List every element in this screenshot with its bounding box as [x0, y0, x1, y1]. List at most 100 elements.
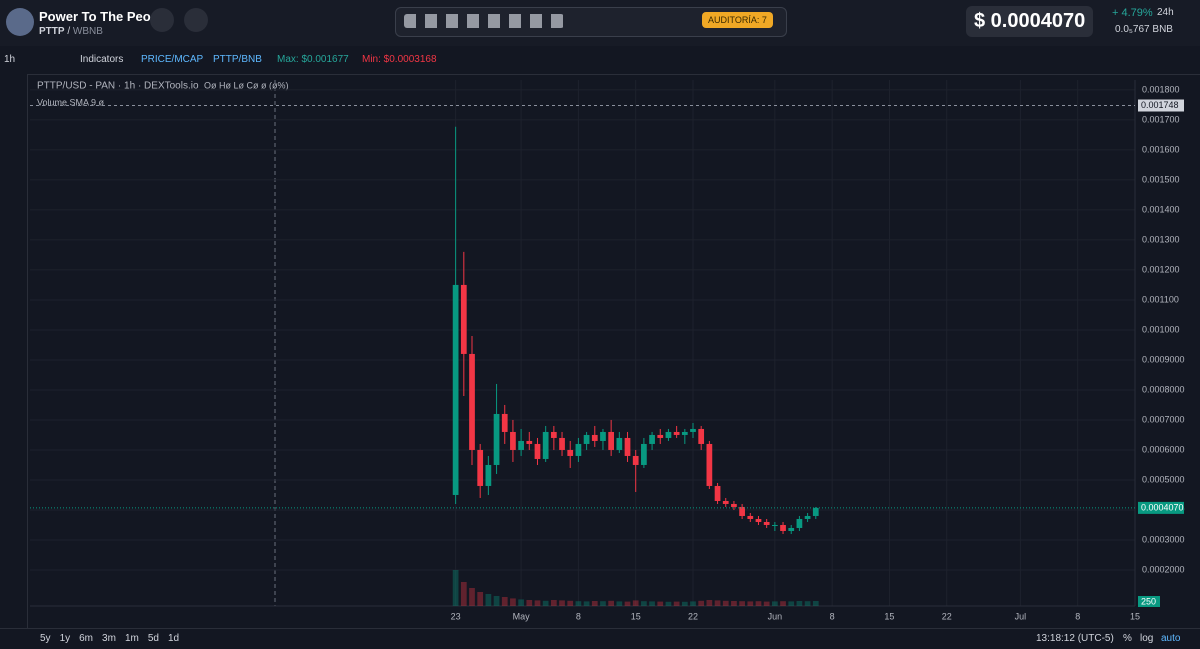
candle-body: [624, 437, 631, 456]
candle-body: [804, 515, 811, 519]
volume-bar: [632, 600, 639, 606]
range-button[interactable]: 5y: [40, 633, 51, 644]
interval[interactable]: 1h: [4, 54, 16, 65]
favorite-button[interactable]: [150, 8, 174, 32]
candle-body: [731, 503, 737, 507]
volume-bar: [698, 600, 705, 606]
indicators[interactable]: Indicators: [80, 54, 124, 65]
candle-body: [501, 413, 508, 432]
candle-body: [485, 464, 492, 486]
candle-body: [780, 524, 786, 531]
volume-bar: [763, 601, 770, 606]
candle-body: [493, 413, 500, 465]
y-tick-label: 0.001200: [1142, 264, 1180, 274]
grid: [30, 80, 1136, 606]
candle-body: [690, 428, 696, 432]
y-tick-label: 0.0009000: [1142, 354, 1185, 364]
y-tick-label: 0.0005000: [1142, 474, 1185, 484]
candle-body: [526, 440, 533, 444]
y-tick-label: 0.001300: [1142, 234, 1180, 244]
range-button[interactable]: 3m: [102, 633, 116, 644]
x-tick-label: Jun: [768, 611, 783, 621]
price-marker-label: 0.001748: [1141, 100, 1179, 110]
candle-body: [518, 440, 524, 450]
volume-bar: [690, 601, 696, 606]
candle-body: [616, 437, 623, 450]
candle-body: [673, 431, 680, 435]
token-name: Power To The Peo...: [39, 9, 162, 24]
symbol: PTTP: [39, 26, 65, 37]
x-tick-label: May: [513, 611, 531, 621]
candle-body: [681, 431, 688, 435]
candle-body: [460, 284, 467, 354]
pair: WBNB: [72, 26, 103, 37]
volume-bar: [501, 597, 508, 606]
volume-bar: [616, 601, 623, 606]
volume-bar: [534, 600, 541, 606]
price-change: + 4.79%: [1112, 7, 1153, 19]
y-tick-label: 0.0007000: [1142, 414, 1185, 424]
bnb-price: 0.0₅767 BNB: [1115, 24, 1173, 35]
price-mcap[interactable]: PRICE/MCAP: [141, 54, 204, 65]
volume-bar: [796, 601, 803, 606]
y-tick-label: 0.0008000: [1142, 384, 1185, 394]
percent-toggle[interactable]: %: [1123, 633, 1132, 644]
auto-toggle[interactable]: auto: [1161, 633, 1181, 644]
candle-body: [510, 431, 516, 450]
candle-body: [755, 518, 762, 522]
volume-bar: [526, 600, 533, 606]
range-buttons: 5y 1y 6m 3m 1m 5d 1d: [40, 633, 188, 644]
volume-bar: [722, 600, 729, 606]
range-button[interactable]: 1m: [124, 633, 139, 644]
volume-badge-label: 250: [1141, 596, 1156, 606]
candle-body: [788, 527, 795, 531]
bnb-unit: BNB: [1152, 24, 1173, 35]
y-tick-label: 0.001100: [1142, 294, 1179, 304]
range-button[interactable]: 5d: [147, 633, 159, 644]
range-button[interactable]: 1d: [167, 633, 180, 644]
x-tick-label: 8: [830, 611, 835, 621]
share-button[interactable]: [184, 8, 208, 32]
x-tick-label: 23: [451, 611, 461, 621]
audit-badge[interactable]: AUDITORÍA: 7: [702, 12, 773, 28]
volume-bar: [575, 601, 582, 606]
y-tick-label: 0.001700: [1142, 114, 1180, 124]
volume-bar: [591, 601, 598, 606]
range-button[interactable]: 1y: [59, 633, 71, 644]
volume-bar: [518, 599, 524, 606]
price-marker-badge: [1138, 99, 1184, 112]
volume-bar: [657, 601, 664, 606]
candle-body: [608, 431, 615, 450]
candle-body: [763, 521, 770, 525]
y-tick-label: 0.0002000: [1142, 564, 1185, 574]
candle-body: [706, 443, 713, 486]
social-icons[interactable]: [404, 14, 564, 28]
y-tick-label: 0.001400: [1142, 204, 1180, 214]
drawing-tools[interactable]: [0, 74, 28, 628]
candle-body: [591, 434, 598, 441]
y-tick-label: 0.001600: [1142, 144, 1180, 154]
volume-bar: [460, 582, 467, 606]
volume-bar: [477, 592, 484, 606]
volume-bar: [681, 601, 688, 606]
volume-badge: [1138, 596, 1160, 607]
candle-body: [632, 455, 639, 465]
range-button[interactable]: 6m: [79, 633, 94, 644]
chart: PTTP/USD - PAN · 1h · DEXTools.io Oø Hø …: [30, 80, 1185, 621]
pair-toggle[interactable]: PTTP/BNB: [213, 54, 262, 65]
y-tick-label: 0.0006000: [1142, 444, 1185, 454]
candle-body: [722, 500, 729, 504]
volume-bar: [452, 570, 459, 606]
volume-bar: [559, 600, 565, 606]
x-tick-label: 15: [631, 611, 641, 621]
volume-bar: [665, 601, 672, 606]
candle-body: [583, 434, 590, 444]
candle-body: [771, 524, 778, 526]
change-period: 24h: [1157, 7, 1174, 18]
candle-body: [542, 431, 549, 459]
candle-body: [477, 449, 484, 486]
candle-body: [698, 428, 705, 444]
log-toggle[interactable]: log: [1140, 633, 1154, 644]
volume-bar: [780, 601, 786, 606]
